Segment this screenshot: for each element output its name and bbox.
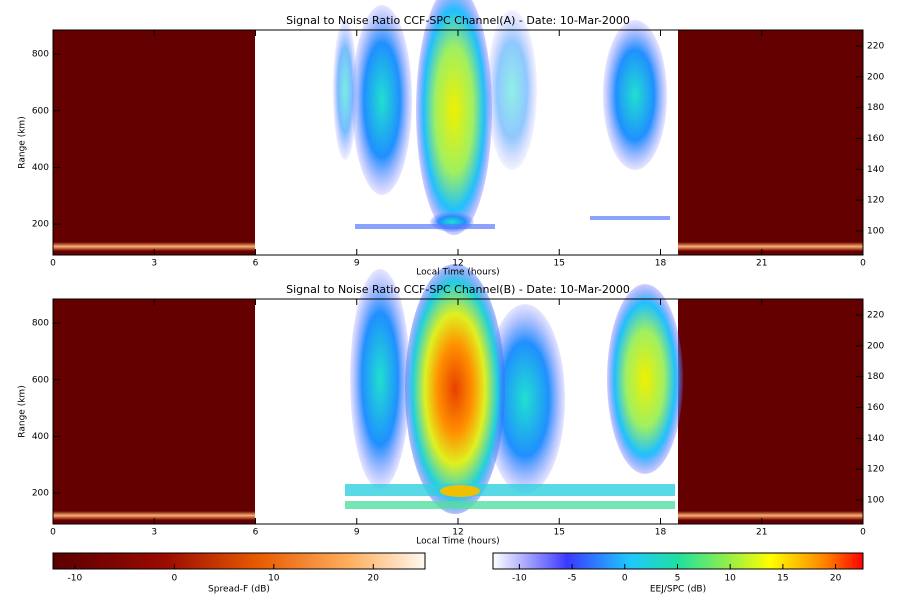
colorbar-tick-label: 10	[724, 574, 736, 584]
x-tick-label: 6	[253, 259, 259, 269]
y2-tick-label: 140	[867, 434, 884, 444]
y2-tick-label: 180	[867, 372, 884, 382]
x-tick-label: 3	[151, 528, 157, 538]
y-axis-label: Range (km)	[18, 385, 28, 437]
y-axis-label: Range (km)	[18, 116, 28, 168]
y-tick-label: 400	[32, 432, 49, 442]
y2-tick-label: 140	[867, 165, 884, 175]
colorbar	[492, 552, 864, 570]
x-tick-label: 6	[253, 528, 259, 538]
x-tick-label: 9	[354, 259, 360, 269]
y2-tick-label: 220	[867, 311, 884, 321]
x-tick-label: 15	[554, 528, 565, 538]
y2-tick-label: 200	[867, 341, 884, 351]
x-tick-label: 12	[452, 259, 463, 269]
x-tick-label: 18	[655, 528, 667, 538]
y2-tick-label: 220	[867, 42, 884, 52]
y2-tick-label: 100	[867, 495, 884, 505]
x-tick-label: 15	[554, 259, 565, 269]
chart-title: Signal to Noise Ratio CCF-SPC Channel(B)…	[286, 283, 630, 296]
panel-a-image	[53, 0, 863, 255]
y2-tick-label: 120	[867, 465, 884, 475]
x-tick-label: 0	[50, 528, 56, 538]
x-tick-label: 9	[354, 528, 360, 538]
y-tick-label: 200	[32, 489, 49, 499]
colorbar	[52, 552, 426, 570]
x-tick-label: 18	[655, 259, 667, 269]
x-tick-label: 3	[151, 259, 157, 269]
y2-tick-label: 160	[867, 134, 884, 144]
x-tick-label: 0	[50, 259, 56, 269]
colorbar-tick-label: -5	[568, 574, 577, 584]
y-tick-label: 200	[32, 220, 49, 230]
chart-title: Signal to Noise Ratio CCF-SPC Channel(A)…	[286, 14, 630, 27]
y-tick-label: 400	[32, 163, 49, 173]
colorbar-tick-label: 0	[171, 574, 177, 584]
colorbar-tick-label: 0	[622, 574, 628, 584]
x-axis-label: Local Time (hours)	[416, 268, 499, 278]
colorbar-tick-label: -10	[68, 574, 83, 584]
panel-b-image	[53, 264, 863, 524]
y2-tick-label: 200	[867, 72, 884, 82]
y-tick-label: 800	[32, 50, 49, 60]
y2-tick-label: 160	[867, 403, 884, 413]
colorbar-tick-label: -10	[512, 574, 527, 584]
x-tick-label: 0	[860, 528, 866, 538]
y2-tick-label: 120	[867, 196, 884, 206]
y-tick-label: 800	[32, 319, 49, 329]
colorbar-tick-label: 20	[368, 574, 380, 584]
x-tick-label: 21	[756, 528, 767, 538]
y-tick-label: 600	[32, 375, 49, 385]
colorbar-tick-label: 15	[777, 574, 788, 584]
colorbar-label: EEJ/SPC (dB)	[650, 585, 706, 595]
x-tick-label: 21	[756, 259, 767, 269]
colorbar-tick-label: 5	[675, 574, 681, 584]
y2-tick-label: 180	[867, 103, 884, 113]
y2-tick-label: 100	[867, 226, 884, 236]
colorbar-tick-label: 20	[830, 574, 842, 584]
x-tick-label: 12	[452, 528, 463, 538]
x-tick-label: 0	[860, 259, 866, 269]
y-tick-label: 600	[32, 106, 49, 116]
colorbar-label: Spread-F (dB)	[208, 585, 270, 595]
x-axis-label: Local Time (hours)	[416, 537, 499, 547]
colorbar-tick-label: 10	[268, 574, 280, 584]
